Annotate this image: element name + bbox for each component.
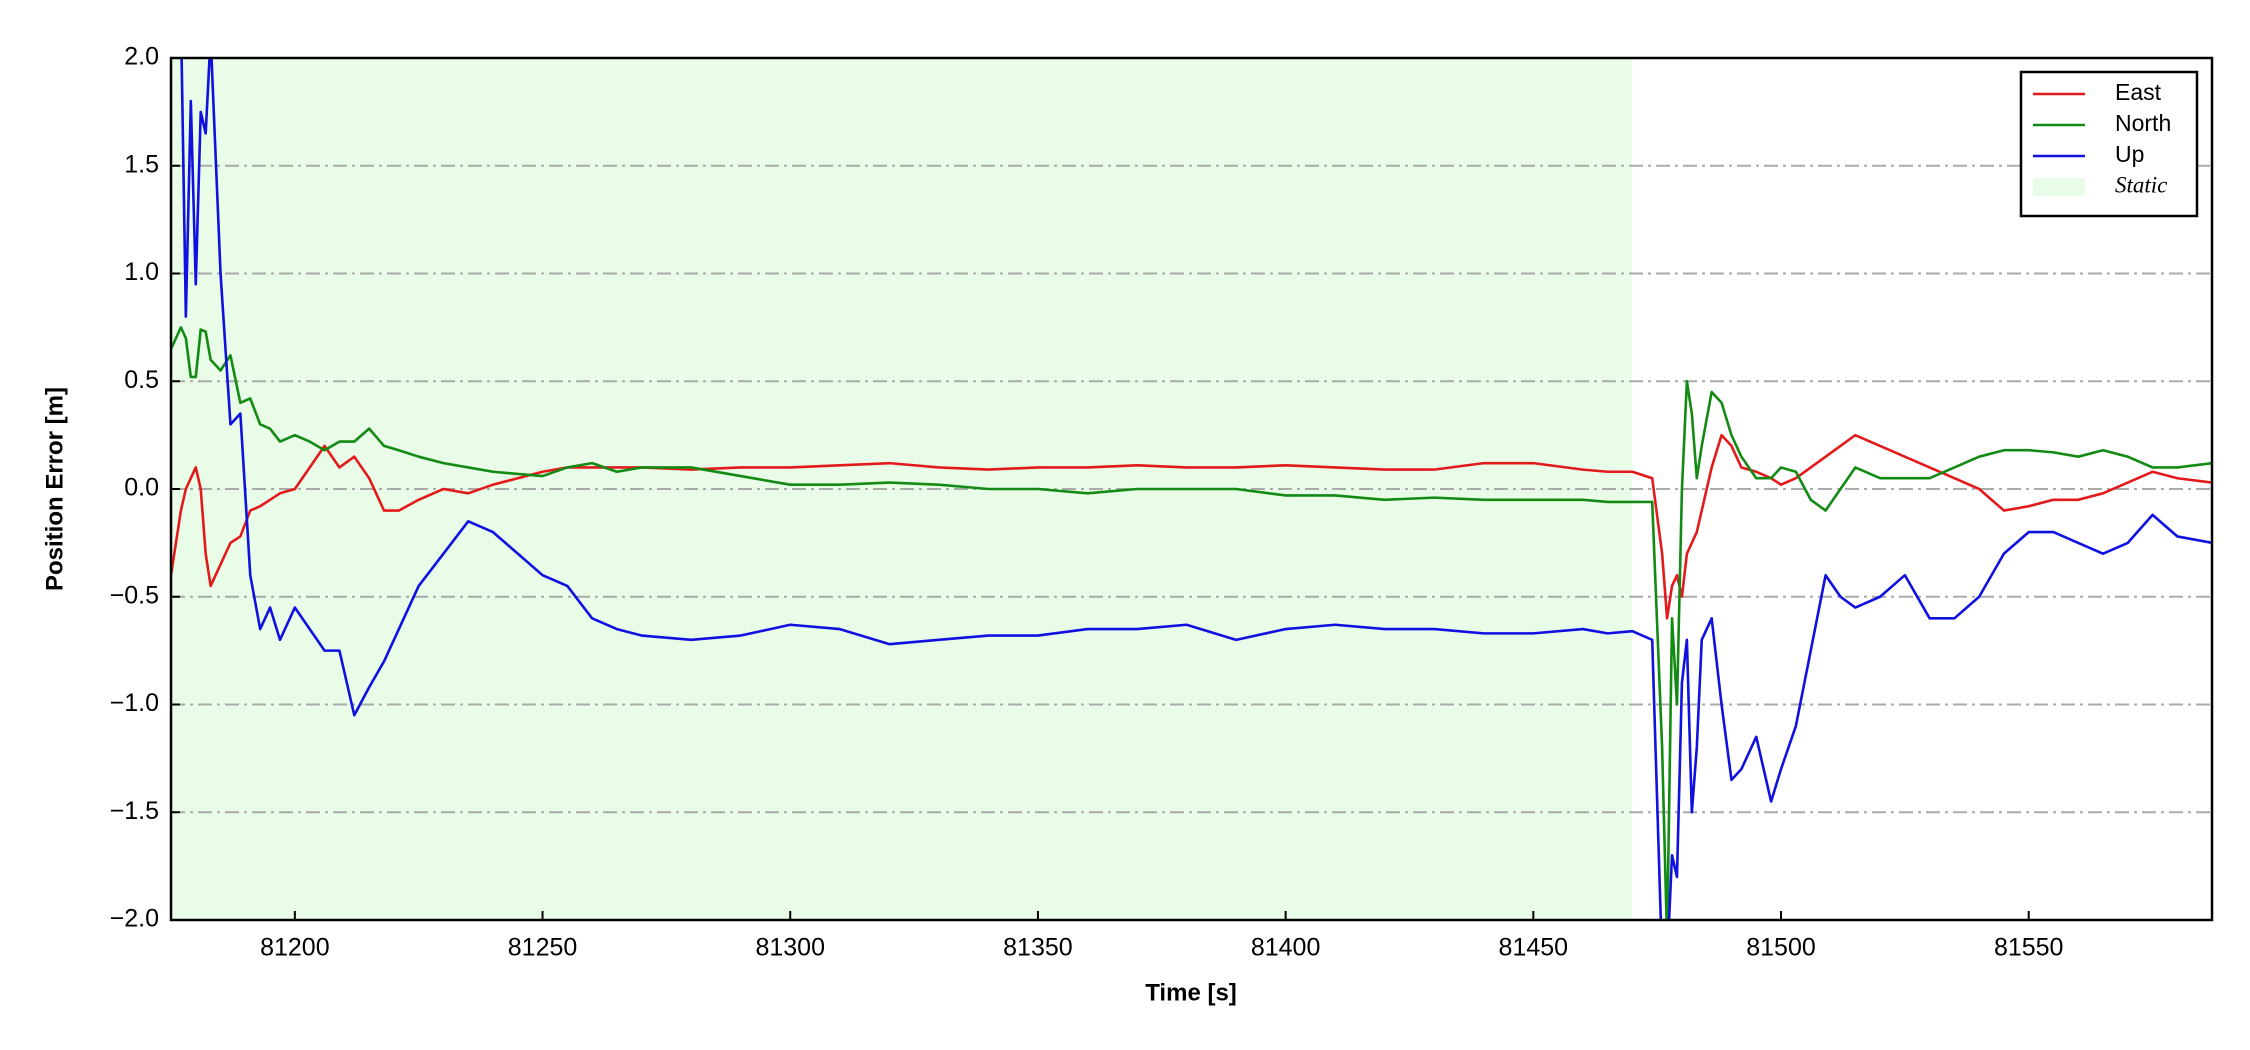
x-tick-label: 81250 [508, 934, 578, 962]
legend-label: Up [2115, 141, 2144, 167]
y-tick-label: 0.5 [124, 366, 159, 394]
x-tick-label: 81450 [1499, 934, 1569, 962]
x-axis-label: Time [s] [1145, 979, 1237, 1006]
x-tick-label: 81300 [755, 934, 825, 962]
y-tick-label: 1.0 [124, 258, 159, 286]
legend-swatch [2033, 178, 2085, 196]
y-tick-label: 1.5 [124, 150, 159, 178]
axes-layer: −2.0 −1.5 −1.0 −0.5 0.0 0.5 1.0 1.5 2.0 81200 8125… [110, 43, 2064, 962]
x-tick-label: 81550 [1994, 934, 2064, 962]
series-line [180, 58, 2212, 920]
y-tick-label: −0.5 [110, 581, 159, 609]
lines-layer [171, 58, 2212, 920]
y-tick-label: −1.5 [110, 797, 159, 825]
series-line [171, 326, 2212, 920]
y-tick-label: 0.0 [124, 474, 159, 502]
x-tick-label: 81400 [1251, 934, 1321, 962]
y-axis-label: Position Error [m] [41, 387, 68, 591]
y-tick-label: −2.0 [110, 905, 159, 933]
x-tick-label: 81350 [1003, 934, 1073, 962]
y-tick-label: −1.0 [110, 689, 159, 717]
y-tick-label: 2.0 [124, 43, 159, 71]
legend-label: North [2115, 110, 2171, 136]
legend: East North Up Static [2019, 70, 2199, 218]
legend-label: East [2115, 79, 2162, 105]
series-line [171, 433, 2212, 620]
x-tick-label: 81500 [1746, 934, 1816, 962]
legend-label: Static [2115, 172, 2167, 197]
x-tick-label: 81200 [260, 934, 330, 962]
